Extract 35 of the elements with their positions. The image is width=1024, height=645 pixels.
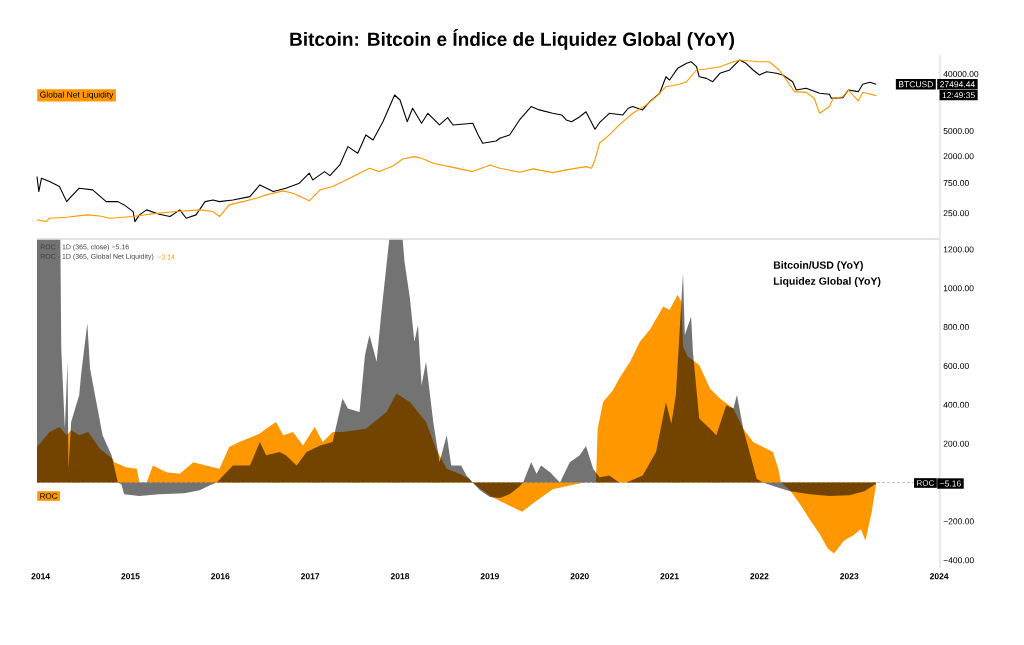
y-tick-label: 600.00: [943, 362, 969, 369]
y-tick-label: 1200.00: [943, 246, 974, 253]
annotation: ROC: [40, 493, 58, 499]
chart-title: Bitcoin: Bitcoin e Índice de Liquidez Global (YoY): [290, 29, 735, 50]
x-tick-label: 2019: [480, 573, 499, 580]
y-tick-label: 5000.00: [943, 128, 974, 135]
x-tick-label: 2024: [929, 573, 949, 580]
y-tick-label: −200.00: [943, 518, 974, 525]
x-tick-label: 2020: [570, 573, 589, 580]
annotation: Bitcoin/USD (YoY): [773, 261, 863, 271]
y-tick-label: 400.00: [943, 401, 969, 408]
y-tick-label: 1000.00: [943, 285, 974, 292]
x-tick-label: 2023: [840, 573, 859, 580]
text: −5.16: [940, 480, 961, 487]
y-tick-label: 250.00: [943, 210, 969, 217]
text: 27494.44: [940, 81, 975, 88]
x-tick-label: 2022: [750, 573, 769, 580]
x-tick-label: 2015: [121, 573, 140, 580]
y-tick-label: 800.00: [943, 324, 969, 331]
y-tick-label: 750.00: [943, 180, 969, 187]
line-series: [36, 59, 877, 223]
y-tick-label: 40000.00: [943, 71, 979, 77]
x-tick-label: 2016: [211, 573, 230, 580]
legend-label: BTCUSD: [899, 81, 933, 88]
x-tick-label: 2017: [300, 573, 320, 580]
annotation: ROC: [917, 480, 935, 486]
x-tick-label: 2014: [31, 573, 51, 580]
y-tick-label: 200.00: [943, 440, 969, 447]
x-tick-label: 2021: [660, 573, 679, 580]
y-tick-label: 2000.00: [943, 153, 974, 160]
annotation: Liquidez Global (YoY): [773, 277, 881, 287]
text: Global Net Liquidity: [40, 91, 114, 100]
x-tick-label: 2018: [390, 573, 410, 580]
text: 12:49:35: [942, 92, 975, 99]
y-tick-label: −400.00: [943, 557, 974, 564]
